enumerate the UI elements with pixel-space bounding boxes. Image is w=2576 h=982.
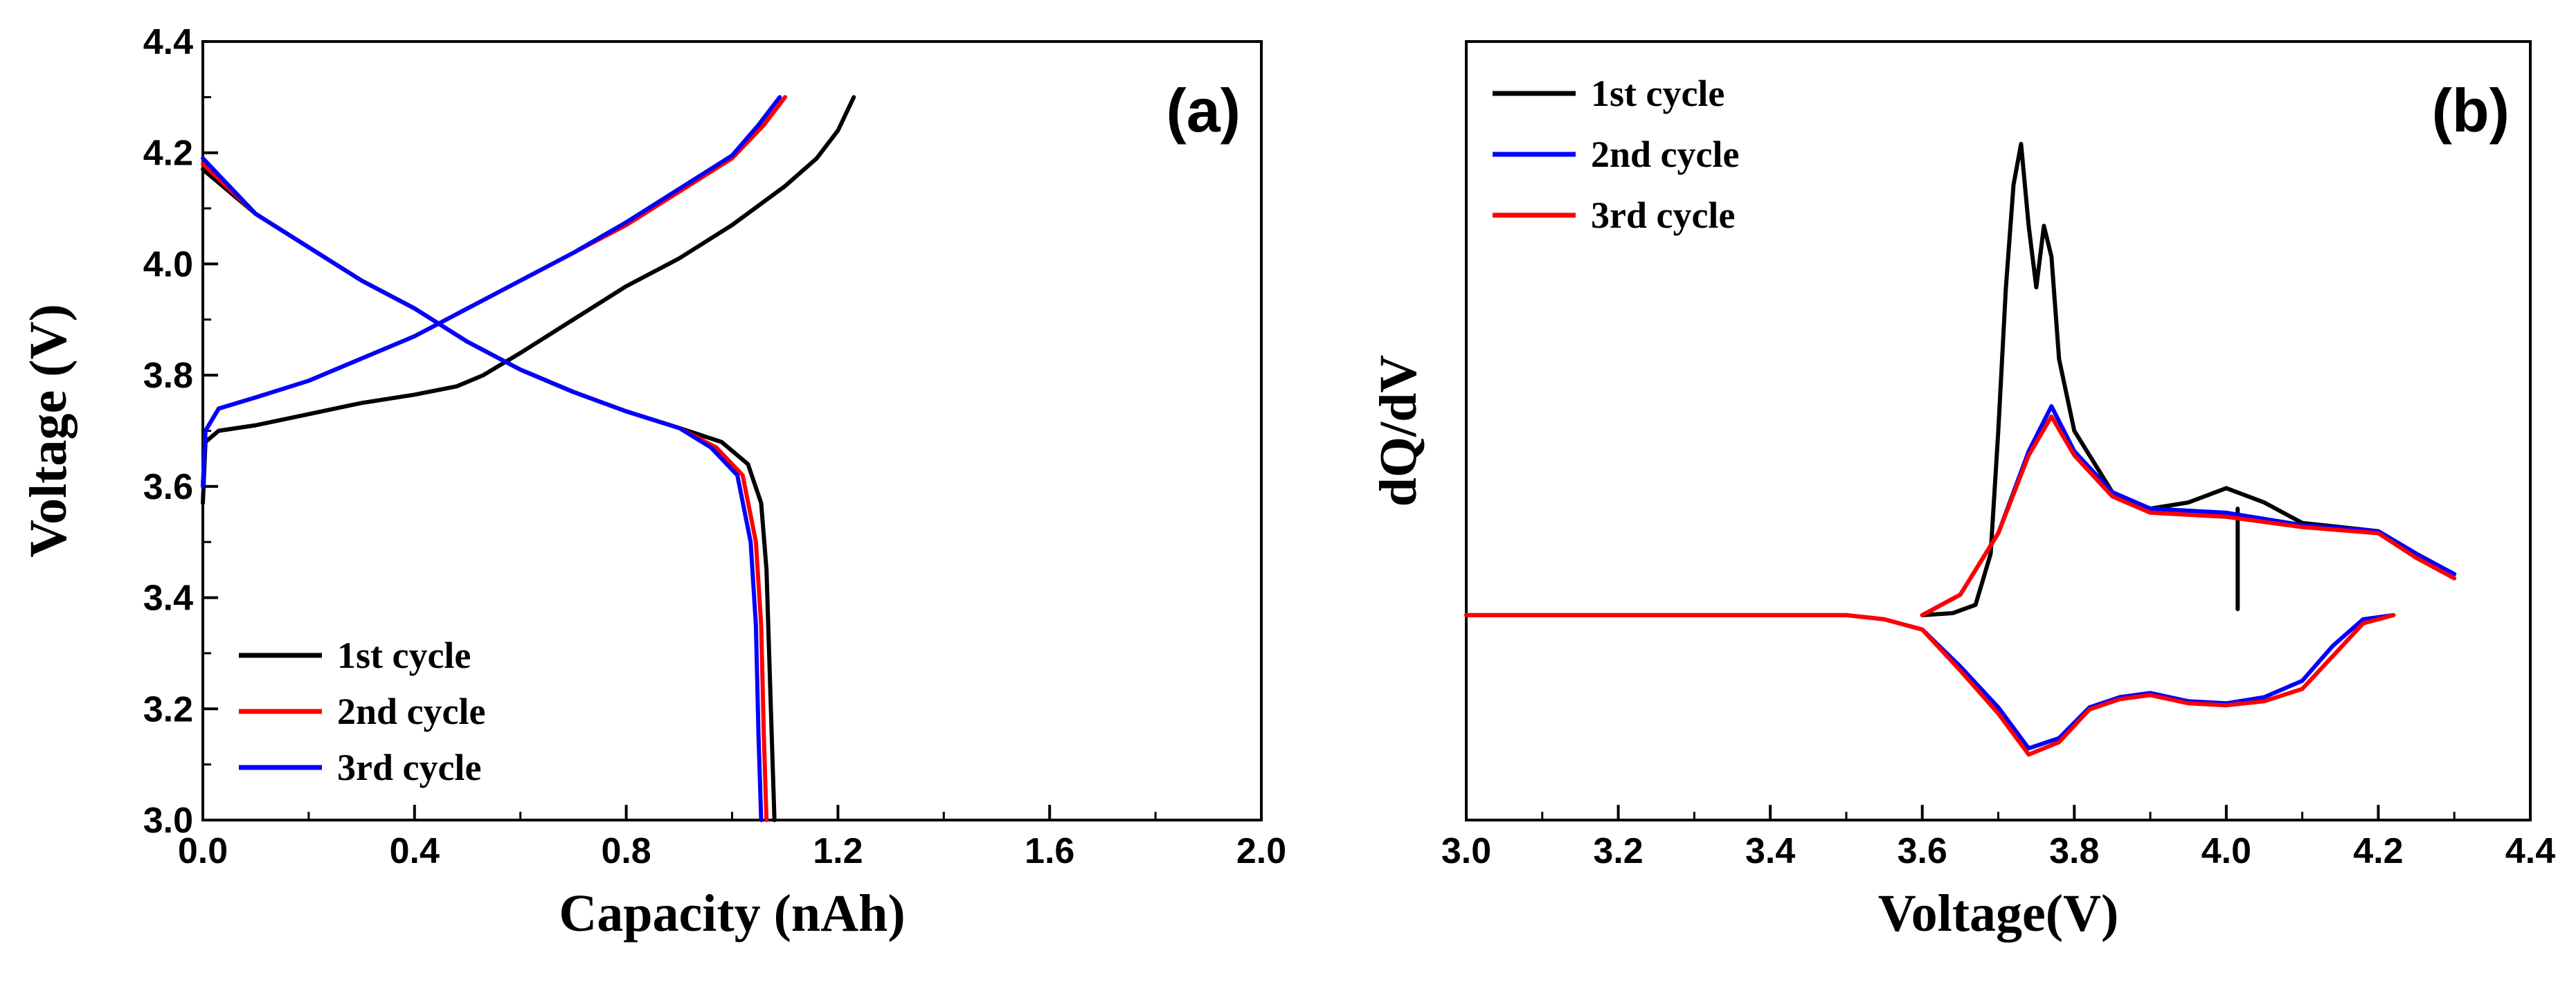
x-tick-label: 0.4 — [390, 831, 440, 871]
y-tick-label: 3.4 — [143, 579, 193, 619]
y-axis-title: dQ/dV — [1369, 355, 1427, 507]
y-tick-label: 3.0 — [143, 801, 193, 841]
panel-label: (b) — [2432, 76, 2510, 145]
x-axis-title: Capacity (nAh) — [559, 884, 905, 943]
x-tick-label: 0.0 — [178, 831, 228, 871]
series-line-2nd-cycle — [201, 95, 787, 489]
series-line-1st-cycle — [201, 95, 856, 505]
x-axis-title: Voltage(V) — [1878, 884, 2119, 943]
series-line-1st-cycle — [201, 167, 777, 822]
x-tick-label: 1.6 — [1025, 831, 1074, 871]
y-tick-label: 4.4 — [143, 22, 193, 62]
panel-b-chart: 3.0 3.2 3.4 3.6 3.8 4.0 4.2 4.4 Voltage(V) dQ/dV (… — [1369, 40, 2555, 943]
y-tick-label: 4.0 — [143, 244, 193, 284]
y-tick-label: 3.8 — [143, 356, 193, 396]
y-tick-label: 3.6 — [143, 467, 193, 507]
series-line-1st-cycle — [1920, 142, 2457, 617]
x-tick-label: 0.8 — [601, 831, 651, 871]
series-line-3rd-cycle — [1920, 414, 2457, 617]
legend-label: 2nd cycle — [1591, 134, 1739, 175]
x-tick-label: 3.2 — [1593, 831, 1643, 871]
y-tick-label: 4.2 — [143, 134, 193, 174]
legend-label: 1st cycle — [337, 635, 471, 676]
x-tick-label: 4.2 — [2353, 831, 2403, 871]
series-line-3rd-cycle — [1464, 612, 2396, 757]
series-line-2nd-cycle — [1920, 404, 2457, 617]
x-tick-label: 4.0 — [2201, 831, 2251, 871]
x-tick-label: 1.2 — [813, 831, 863, 871]
series-line-3rd-cycle — [201, 95, 782, 489]
x-tick-label: 3.6 — [1898, 831, 1947, 871]
y-tick-label: 3.2 — [143, 689, 193, 729]
series-line-3rd-cycle — [201, 156, 764, 822]
x-tick-label: 4.4 — [2505, 831, 2555, 871]
legend-label: 3rd cycle — [337, 747, 481, 788]
legend-label: 2nd cycle — [337, 691, 485, 732]
legend-label: 1st cycle — [1591, 73, 1724, 114]
x-tick-label: 2.0 — [1236, 831, 1286, 871]
panel-label: (a) — [1166, 76, 1241, 145]
x-tick-label: 3.8 — [2049, 831, 2099, 871]
panel-a-chart: 0.0 0.4 0.8 1.2 1.6 2.0 3.0 3.2 3.4 3.6 3.8 4.0 4.2 4… — [19, 22, 1286, 943]
x-tick-label: 3.4 — [1745, 831, 1795, 871]
legend-label: 3rd cycle — [1591, 194, 1735, 236]
x-tick-label: 3.0 — [1441, 831, 1491, 871]
y-axis-title: Voltage (V) — [19, 304, 78, 558]
